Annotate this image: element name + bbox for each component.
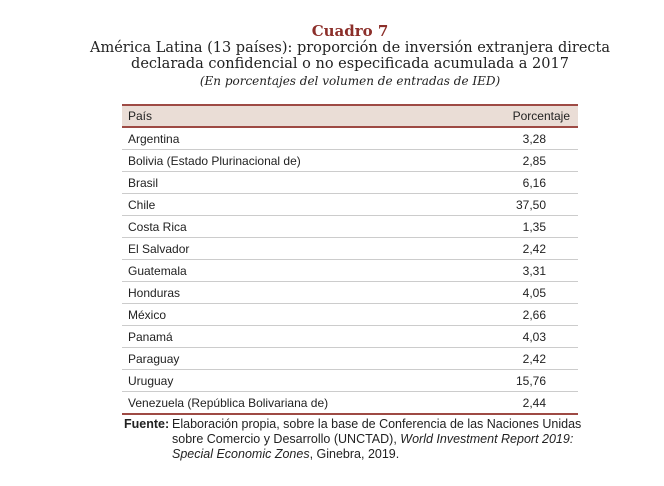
country-cell: Venezuela (República Bolivariana de) bbox=[122, 391, 464, 415]
country-cell: El Salvador bbox=[122, 237, 464, 260]
table-row: Brasil 6,16 bbox=[122, 171, 578, 194]
percentage-cell: 2,44 bbox=[463, 391, 578, 415]
table-title-line2: declarada confidencial o no especificada… bbox=[131, 56, 569, 72]
country-cell: Honduras bbox=[122, 281, 464, 304]
percentage-cell: 2,66 bbox=[463, 303, 578, 326]
source-note: Fuente: Elaboración propia, sobre la bas… bbox=[124, 417, 594, 462]
table-row: Guatemala 3,31 bbox=[122, 259, 578, 282]
table-row: Bolivia (Estado Plurinacional de) 2,85 bbox=[122, 149, 578, 172]
source-text: Elaboración propia, sobre la base de Con… bbox=[172, 417, 582, 446]
table-row: Uruguay 15,76 bbox=[122, 369, 578, 392]
country-cell: Uruguay bbox=[122, 369, 464, 392]
country-cell: Paraguay bbox=[122, 347, 464, 370]
table-row: Venezuela (República Bolivariana de) 2,44 bbox=[122, 391, 578, 415]
table-row: Costa Rica 1,35 bbox=[122, 215, 578, 238]
percentage-cell: 2,85 bbox=[463, 149, 578, 172]
percentage-cell: 15,76 bbox=[463, 369, 578, 392]
data-table: País Porcentaje Argentina 3,28 Bolivia (Es… bbox=[122, 104, 578, 415]
country-cell: Argentina bbox=[122, 127, 464, 150]
country-cell: Chile bbox=[122, 193, 464, 216]
column-header-percentage: Porcentaje bbox=[463, 104, 578, 128]
table-number: Cuadro 7 bbox=[311, 22, 389, 40]
table-caption: Cuadro 7 América Latina (13 países): pro… bbox=[40, 22, 660, 90]
percentage-cell: 3,31 bbox=[463, 259, 578, 282]
table-title-line1: América Latina (13 países): proporción d… bbox=[90, 40, 610, 56]
country-cell: Brasil bbox=[122, 171, 464, 194]
percentage-cell: 6,16 bbox=[463, 171, 578, 194]
country-cell: Guatemala bbox=[122, 259, 464, 282]
column-header-country: País bbox=[122, 104, 464, 128]
percentage-cell: 2,42 bbox=[463, 347, 578, 370]
source-report-title: World Investment Report 2019: Special Ec… bbox=[172, 432, 574, 461]
table-header-row: País Porcentaje bbox=[122, 104, 578, 128]
country-cell: Costa Rica bbox=[122, 215, 464, 238]
table-subtitle: (En porcentajes del volumen de entradas … bbox=[199, 74, 501, 88]
source-label: Fuente: bbox=[124, 417, 170, 431]
percentage-cell: 4,03 bbox=[463, 325, 578, 348]
country-cell: México bbox=[122, 303, 464, 326]
source-text-end: , Ginebra, 2019. bbox=[309, 447, 400, 461]
country-cell: Bolivia (Estado Plurinacional de) bbox=[122, 149, 464, 172]
percentage-cell: 2,42 bbox=[463, 237, 578, 260]
table-row: Argentina 3,28 bbox=[122, 127, 578, 150]
table-row: Chile 37,50 bbox=[122, 193, 578, 216]
table-row: Panamá 4,03 bbox=[122, 325, 578, 348]
percentage-cell: 1,35 bbox=[463, 215, 578, 238]
table-row: El Salvador 2,42 bbox=[122, 237, 578, 260]
table-row: Paraguay 2,42 bbox=[122, 347, 578, 370]
table-row: Honduras 4,05 bbox=[122, 281, 578, 304]
table-row: México 2,66 bbox=[122, 303, 578, 326]
percentage-cell: 4,05 bbox=[463, 281, 578, 304]
percentage-cell: 3,28 bbox=[463, 127, 578, 150]
percentage-cell: 37,50 bbox=[463, 193, 578, 216]
country-cell: Panamá bbox=[122, 325, 464, 348]
